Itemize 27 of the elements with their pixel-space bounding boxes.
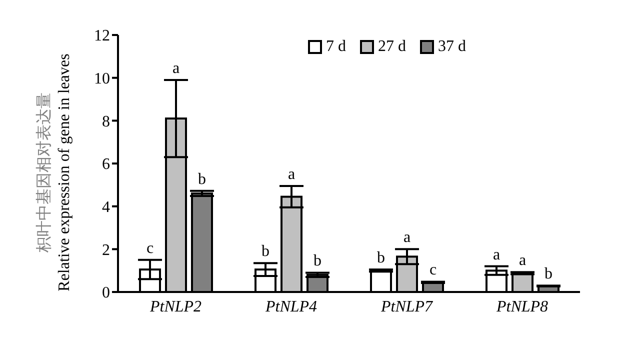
data-label: b xyxy=(314,252,322,270)
legend-label: 27 d xyxy=(378,38,406,56)
y-tick-label: 2 xyxy=(102,242,110,259)
legend-label: 37 d xyxy=(438,38,466,56)
y-axis-title: 枳叶中基因相对表达量 Relative expression of gene in leaves xyxy=(35,54,73,292)
data-label: a xyxy=(172,60,180,77)
y-tick-label: 8 xyxy=(102,113,110,130)
legend-label: 7 d xyxy=(326,38,346,56)
x-tick-label: PtNLP7 xyxy=(380,298,434,316)
data-label: a xyxy=(518,252,526,270)
y-tick-label: 12 xyxy=(94,28,110,45)
data-label: c xyxy=(146,240,154,257)
x-tick-label: PtNLP8 xyxy=(495,298,548,316)
y-tick-label: 10 xyxy=(94,70,110,88)
y-tick-label: 0 xyxy=(102,284,110,302)
data-label: b xyxy=(262,243,270,260)
data-label: a xyxy=(492,246,500,264)
data-label: a xyxy=(288,166,296,183)
data-label: a xyxy=(403,229,411,246)
y-tick-label: 4 xyxy=(102,199,110,216)
data-label: b xyxy=(377,250,385,267)
data-label: c xyxy=(429,262,437,279)
data-label: b xyxy=(544,266,552,283)
y-tick-label: 6 xyxy=(102,156,110,174)
x-tick-label: PtNLP2 xyxy=(148,298,202,316)
x-tick-label: PtNLP4 xyxy=(264,298,318,316)
data-label: b xyxy=(198,170,206,188)
